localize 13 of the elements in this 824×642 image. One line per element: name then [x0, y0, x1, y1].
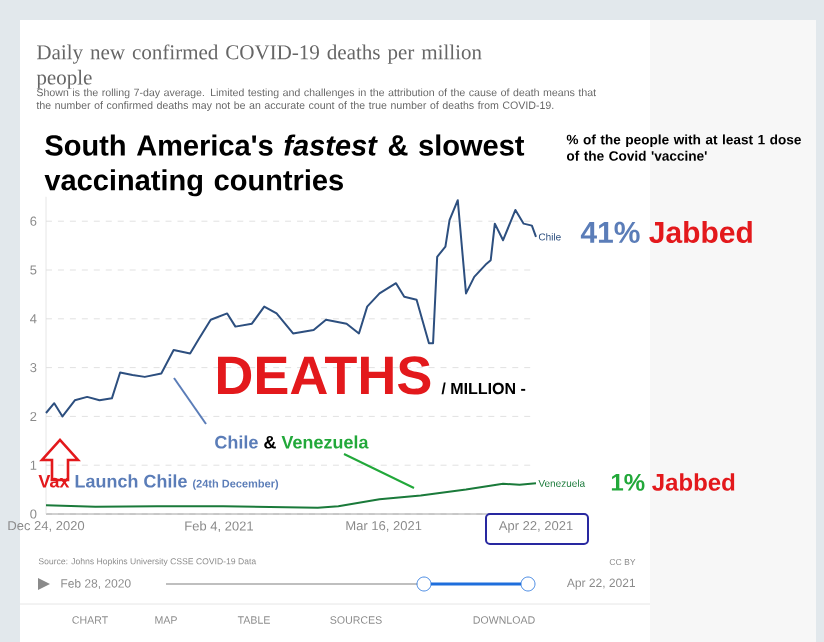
annotation: &: [264, 435, 276, 449]
annotation: DEATHS: [218, 356, 431, 395]
chart-title: Daily new confirmed COVID-19 deaths per million people: [36, 44, 482, 89]
line-series: [45, 199, 538, 418]
text: South America's fastest & slowest vaccinating countries: [44, 134, 525, 197]
annotation: / MILLION -: [441, 382, 526, 395]
text: Jabbed: [652, 473, 735, 491]
annotation: Chile: [215, 435, 258, 449]
annotation: Launch Chile: [75, 474, 187, 488]
text: 41%: [580, 221, 640, 243]
annotation: Venezuela: [281, 435, 369, 449]
text: 1%: [611, 473, 645, 491]
text: Jabbed: [649, 220, 752, 243]
